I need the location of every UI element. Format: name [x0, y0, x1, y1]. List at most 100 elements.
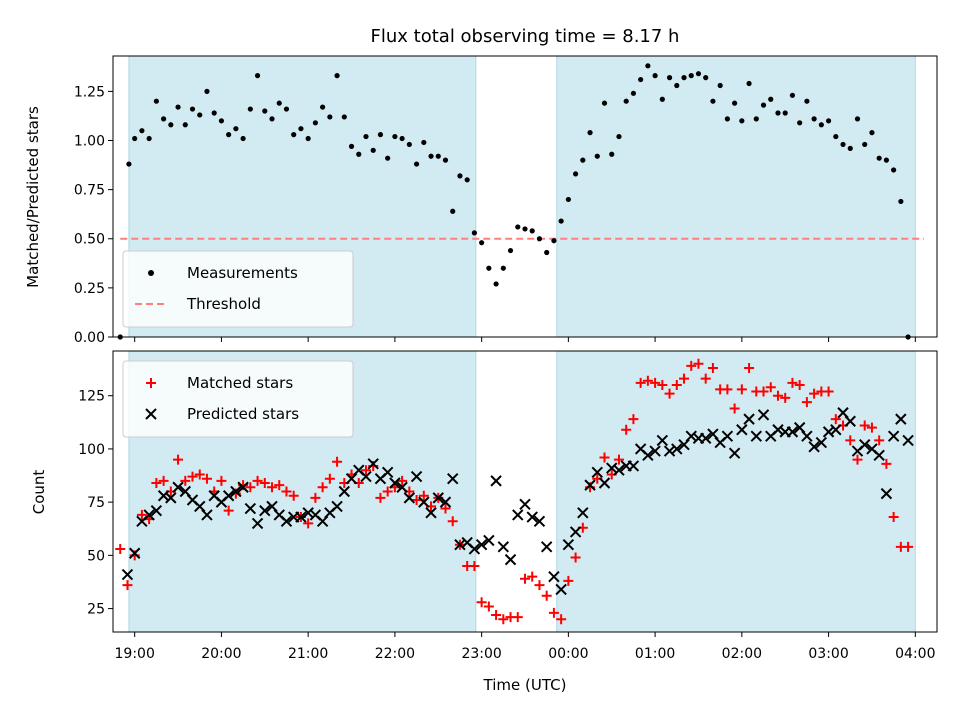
measurement-point — [457, 173, 463, 179]
x-tick-label: 21:00 — [288, 646, 328, 662]
y-tick-label: 25 — [87, 602, 105, 618]
measurement-point — [739, 118, 745, 124]
predicted-star-point — [540, 541, 553, 553]
measurement-point — [659, 96, 665, 102]
predicted-star-point — [555, 583, 567, 596]
predicted-star-point — [439, 496, 452, 508]
measurement-point — [674, 82, 680, 89]
measurement-point — [847, 145, 853, 151]
measurement-point — [601, 100, 608, 106]
predicted-star-point — [381, 466, 394, 479]
y-tick-label: 0.25 — [74, 281, 105, 297]
matched-star-point — [483, 601, 494, 612]
matched-star-point — [556, 614, 567, 625]
measurement-point — [551, 238, 557, 244]
matched-star-point — [180, 475, 191, 486]
predicted-star-point — [302, 507, 314, 519]
measurement-point — [638, 76, 644, 83]
measurement-point — [862, 141, 868, 148]
matched-star-point — [881, 458, 892, 469]
matched-star-point — [115, 543, 126, 554]
measurement-point — [609, 151, 615, 157]
measurement-point — [392, 133, 398, 140]
measurement-point — [717, 82, 723, 89]
chart-title: Flux total observing time = 8.17 h — [371, 26, 680, 47]
measurement-point — [240, 135, 246, 142]
measurement-point — [515, 224, 521, 230]
matched-star-point — [613, 454, 624, 465]
x-tick-label: 04:00 — [895, 646, 935, 662]
matched-star-point — [382, 486, 393, 497]
predicted-star-point — [172, 481, 184, 493]
measurement-point — [348, 143, 355, 149]
matched-star-point — [679, 373, 690, 384]
predicted-star-point — [128, 547, 141, 559]
predicted-star-point — [121, 568, 134, 581]
predicted-star-point — [504, 553, 517, 566]
measurement-point — [493, 281, 499, 287]
predicted-star-point — [259, 504, 271, 517]
predicted-star-point — [801, 430, 813, 442]
matched-star-point — [650, 377, 661, 388]
measurement-point — [226, 132, 232, 138]
matched-star-point — [498, 614, 509, 625]
measurement-point — [298, 126, 304, 132]
predicted-star-point — [244, 502, 257, 515]
x-axis-label: Time (UTC) — [483, 676, 567, 694]
matched-star-point — [245, 482, 256, 493]
matched-star-point — [324, 473, 335, 484]
measurement-point — [703, 75, 709, 81]
predicted-star-point — [728, 447, 741, 459]
matched-star-point — [267, 482, 278, 493]
matched-star-point — [809, 388, 820, 399]
matched-star-point — [780, 392, 791, 403]
measurement-point — [522, 226, 528, 232]
measurement-point — [160, 116, 167, 122]
predicted-star-point — [613, 464, 625, 476]
predicted-star-point — [757, 409, 770, 421]
predicted-star-point — [519, 498, 531, 510]
measurement-point — [666, 75, 673, 81]
measurement-point — [197, 112, 203, 118]
predicted-star-point — [830, 424, 842, 436]
measurement-point — [768, 96, 774, 102]
measurement-point — [442, 157, 449, 163]
predicted-star-point — [822, 426, 835, 438]
matched-star-point — [830, 414, 841, 425]
matched-star-point — [187, 471, 198, 482]
top-y-axis-label: Matched/Predicted stars — [24, 106, 42, 288]
predicted-star-point — [432, 492, 444, 504]
measurement-point — [291, 132, 297, 138]
matched-star-point — [534, 580, 545, 591]
legend-marker-predicted — [145, 408, 157, 420]
matched-star-point — [541, 590, 552, 601]
measurement-point — [254, 73, 261, 79]
predicted-star-point — [251, 517, 264, 530]
predicted-star-point — [447, 473, 459, 485]
matched-star-point — [570, 552, 581, 563]
matched-star-point — [664, 388, 675, 399]
predicted-star-point — [410, 470, 423, 483]
measurement-point — [616, 133, 622, 140]
measurement-point — [132, 135, 138, 142]
predicted-star-point — [497, 541, 510, 553]
predicted-star-point — [663, 445, 676, 457]
measurement-point — [760, 102, 767, 108]
measurement-point — [283, 106, 290, 112]
matched-star-point — [621, 424, 632, 435]
measurement-point — [876, 155, 882, 161]
y-tick-label: 125 — [78, 389, 105, 405]
matched-star-point — [512, 612, 523, 623]
measurement-point — [572, 171, 579, 177]
measurement-point — [428, 153, 434, 159]
matched-star-point — [628, 414, 639, 425]
matched-star-point — [765, 382, 776, 393]
measurement-point — [695, 71, 702, 77]
measurement-point — [139, 128, 145, 134]
matched-star-point — [888, 512, 899, 523]
measurement-point — [688, 73, 694, 79]
predicted-star-point — [685, 430, 697, 442]
predicted-star-point — [786, 426, 799, 438]
predicted-star-point — [627, 460, 640, 472]
